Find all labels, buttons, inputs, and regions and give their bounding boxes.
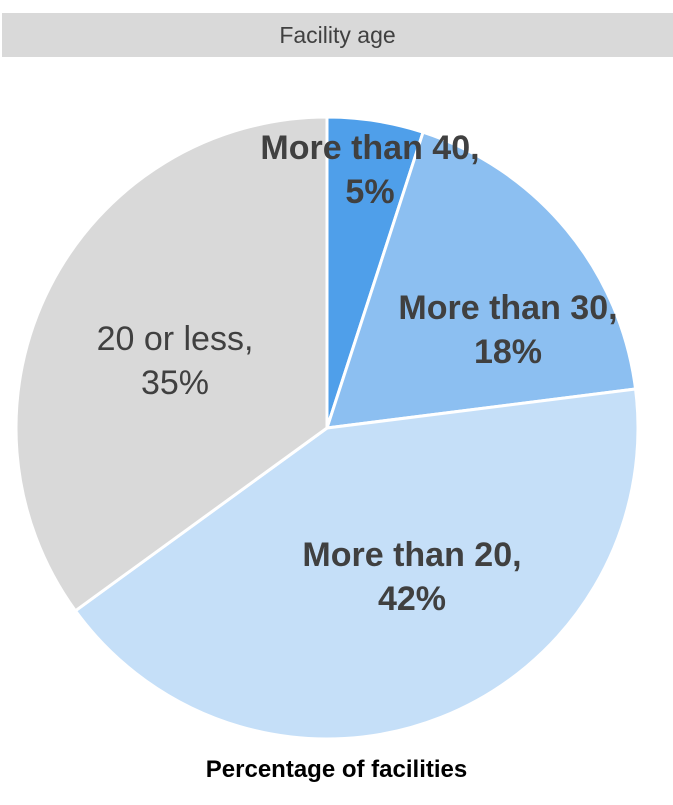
slice-label-percent: 5% [345,173,394,211]
pie-slices [14,115,640,741]
slice-label-category: More than 40, [260,129,479,167]
slice-label: More than 30, 18% [398,289,617,371]
slice-label: More than 20, 42% [302,536,521,618]
slice-label: 20 or less, 35% [97,320,254,402]
pie-labels: More than 40, 5%More than 30, 18%More than… [97,129,618,618]
slice-label-category: 20 or less, [97,320,254,358]
chart-title: Facility age [279,21,396,48]
chart-caption: Percentage of facilities [205,756,468,783]
slice-label-category: More than 20, [302,536,521,574]
chart-title-bar: Facility age [2,13,673,57]
slice-label-category: More than 30, [398,289,617,327]
slice-label-percent: 18% [474,333,542,371]
pie-slice [325,130,638,430]
pie-slice [73,387,640,741]
slice-label-percent: 42% [378,580,446,618]
slice-label: More than 40, 5% [260,129,479,211]
slice-label-percent: 35% [141,364,209,402]
pie-slice [14,115,329,613]
